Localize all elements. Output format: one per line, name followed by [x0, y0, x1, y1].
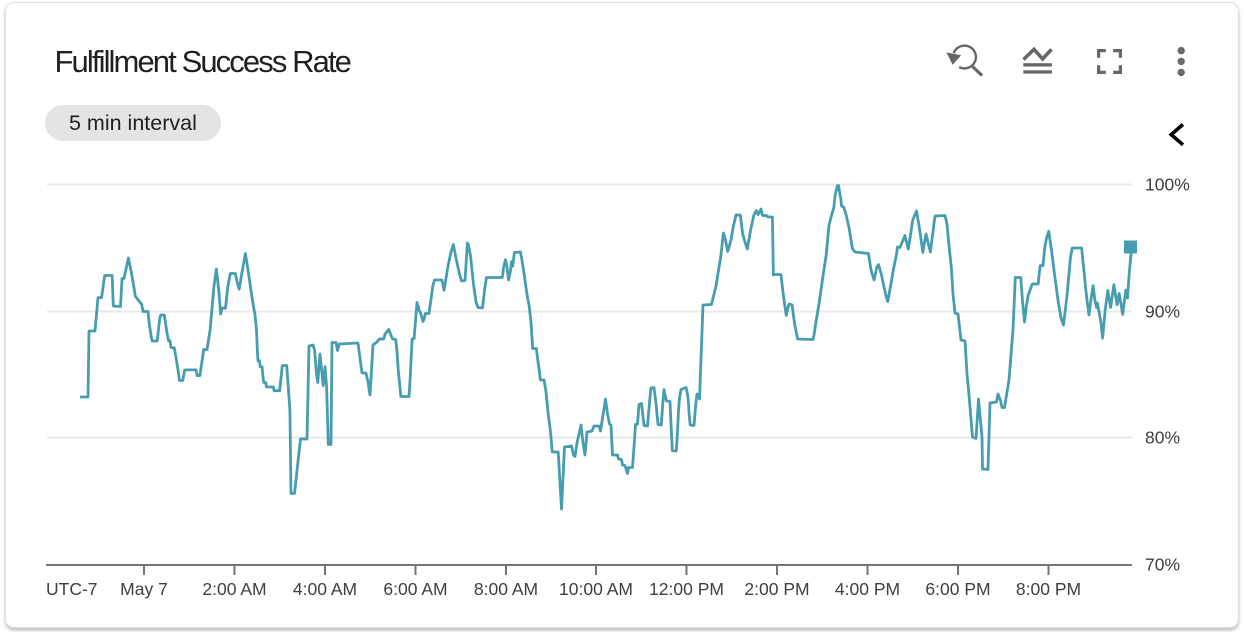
- svg-text:2:00 AM: 2:00 AM: [202, 579, 266, 599]
- svg-text:12:00 PM: 12:00 PM: [649, 579, 724, 599]
- svg-text:8:00 AM: 8:00 AM: [474, 579, 538, 599]
- svg-text:10:00 AM: 10:00 AM: [559, 579, 633, 599]
- svg-text:8:00 PM: 8:00 PM: [1016, 579, 1081, 599]
- svg-text:2:00 PM: 2:00 PM: [744, 579, 809, 599]
- svg-text:100%: 100%: [1145, 175, 1190, 195]
- svg-text:70%: 70%: [1145, 555, 1180, 575]
- svg-text:90%: 90%: [1145, 302, 1180, 322]
- svg-text:4:00 AM: 4:00 AM: [293, 579, 357, 599]
- svg-text:4:00 PM: 4:00 PM: [835, 579, 900, 599]
- svg-text:6:00 PM: 6:00 PM: [925, 579, 990, 599]
- svg-text:80%: 80%: [1145, 428, 1180, 448]
- svg-text:UTC-7: UTC-7: [46, 579, 98, 599]
- svg-text:6:00 AM: 6:00 AM: [383, 579, 447, 599]
- svg-text:May 7: May 7: [120, 579, 168, 599]
